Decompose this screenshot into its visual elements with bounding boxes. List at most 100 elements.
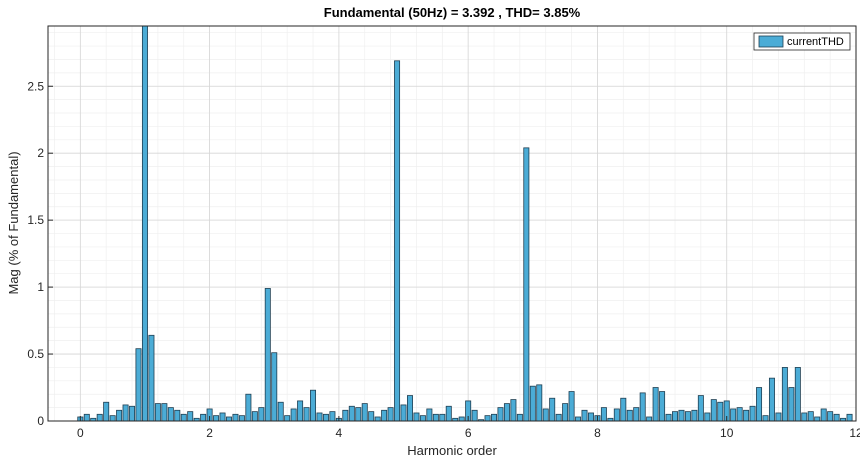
x-tick-label: 4 <box>336 426 343 440</box>
bar <box>161 403 168 422</box>
bar <box>672 411 678 422</box>
bar <box>413 412 420 422</box>
bar <box>310 389 317 422</box>
bar <box>122 404 129 422</box>
bar <box>775 412 782 422</box>
bar <box>684 411 691 422</box>
bar <box>400 404 407 422</box>
x-tick-label: 10 <box>720 426 734 440</box>
bar <box>781 367 788 422</box>
bar <box>471 409 478 422</box>
y-tick-label: 2.5 <box>27 79 44 93</box>
bar <box>756 387 763 422</box>
y-tick-label: 0 <box>37 414 44 428</box>
bar <box>646 416 653 422</box>
bar <box>678 409 685 422</box>
bar <box>633 407 640 422</box>
bar <box>322 413 329 422</box>
bar <box>361 403 368 422</box>
bar <box>497 407 504 422</box>
bar <box>406 395 413 422</box>
bar <box>762 415 769 422</box>
bar <box>303 407 310 422</box>
bar <box>316 412 323 422</box>
bar <box>232 413 239 422</box>
bar <box>109 415 116 422</box>
y-tick-label: 1.5 <box>27 213 44 227</box>
bar <box>200 413 207 422</box>
bar <box>439 413 446 422</box>
bar <box>174 409 181 422</box>
bar <box>768 377 775 422</box>
minor-grid <box>48 26 857 421</box>
bar <box>613 408 620 422</box>
bar <box>297 400 304 422</box>
bar <box>83 413 90 422</box>
bar <box>794 367 801 422</box>
bar <box>284 415 291 422</box>
bar <box>180 413 187 422</box>
bar <box>251 411 258 422</box>
bar <box>704 412 711 422</box>
bar <box>213 415 220 422</box>
bar <box>103 401 110 422</box>
y-tick-label: 1 <box>37 280 44 294</box>
bar <box>245 393 252 422</box>
bar <box>801 412 808 422</box>
bar <box>665 413 672 422</box>
bar <box>575 416 582 422</box>
bar <box>484 415 491 422</box>
bar <box>342 409 349 422</box>
bar <box>491 413 498 422</box>
bar <box>562 403 569 422</box>
bar <box>394 60 401 422</box>
bar <box>271 352 278 422</box>
bar <box>743 409 750 422</box>
x-axis-ticks: 0 2 4 6 8 10 12 <box>77 416 860 440</box>
bar <box>807 411 814 422</box>
bar <box>523 147 530 422</box>
bar <box>381 409 388 422</box>
bar <box>516 413 523 422</box>
bar <box>458 416 465 422</box>
bar <box>820 408 827 422</box>
bar <box>129 405 136 422</box>
bar <box>717 401 724 422</box>
legend-label: currentTHD <box>787 36 844 48</box>
y-tick-label: 0.5 <box>27 347 44 361</box>
y-tick-label: 2 <box>37 146 44 160</box>
bar <box>536 384 543 422</box>
bar <box>329 411 336 422</box>
bar <box>348 405 355 422</box>
bar <box>277 401 284 422</box>
bar <box>555 413 562 422</box>
bar <box>587 412 594 422</box>
bar <box>141 25 148 422</box>
bar <box>167 407 174 422</box>
bar <box>730 408 737 422</box>
bar <box>238 415 245 422</box>
bar <box>154 403 161 422</box>
bar <box>219 412 226 422</box>
bar <box>568 391 575 422</box>
bar <box>445 405 452 422</box>
bar <box>503 403 510 422</box>
chart-title: Fundamental (50Hz) = 3.392 , THD= 3.85% <box>324 5 581 20</box>
bar <box>368 411 375 422</box>
bar <box>264 288 271 422</box>
bar <box>226 416 232 422</box>
legend: currentTHD <box>753 32 851 51</box>
bar <box>581 409 588 422</box>
y-axis-label: Mag (% of Fundamental) <box>6 151 21 294</box>
y-axis-ticks: 0 0.5 1 1.5 2 2.5 <box>27 79 53 428</box>
bar <box>96 413 103 422</box>
plot-frame <box>47 25 857 422</box>
bar <box>827 411 834 422</box>
bar <box>846 413 853 422</box>
bar <box>736 407 743 422</box>
bar <box>510 399 517 422</box>
bar <box>426 408 433 422</box>
bar <box>697 395 704 422</box>
bar <box>749 405 756 422</box>
bar <box>374 416 381 422</box>
